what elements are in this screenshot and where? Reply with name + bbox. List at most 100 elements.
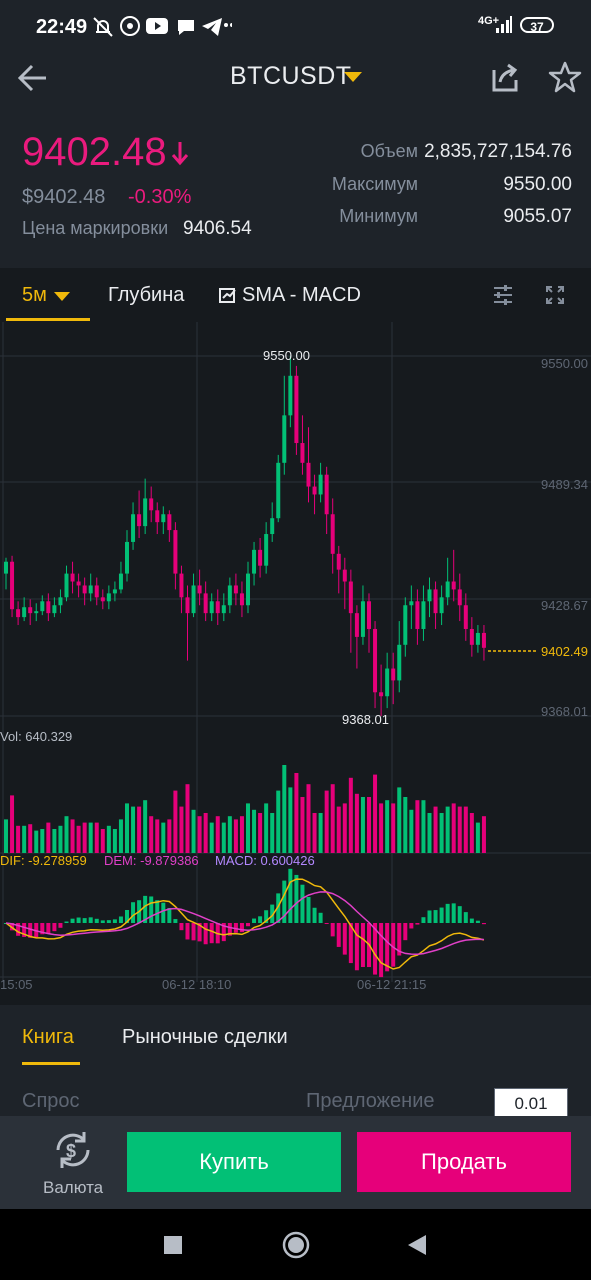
candle-body — [203, 593, 208, 614]
volume-bar — [367, 797, 371, 853]
volume-bar — [22, 825, 27, 853]
high-marker-label: 9550.00 — [263, 348, 310, 363]
back-arrow-icon[interactable] — [14, 60, 54, 96]
macd-bar — [203, 923, 208, 945]
star-icon[interactable] — [548, 60, 582, 94]
high-value: 9550.00 — [503, 174, 572, 195]
candle-body — [457, 589, 462, 606]
volume-bar — [300, 797, 305, 853]
macd-bar — [403, 923, 408, 941]
candle-body — [481, 632, 486, 648]
indicator-icon[interactable] — [219, 286, 237, 304]
candle-body — [34, 611, 39, 614]
macd-bar — [324, 923, 329, 924]
macd-bar — [397, 923, 402, 956]
candle-body — [112, 589, 117, 594]
candle-body — [197, 585, 202, 594]
down-arrow-icon — [171, 142, 189, 166]
recents-icon[interactable] — [164, 1236, 182, 1254]
chart-area[interactable]: 9550.00 9489.34 9428.67 9368.01 9550.00 … — [0, 322, 591, 1005]
low-marker-label: 9368.01 — [342, 712, 389, 727]
tab-order-book[interactable]: Книга — [22, 1026, 74, 1048]
convert-label[interactable]: Валюта — [43, 1178, 104, 1197]
price-chart[interactable]: 9550.00 9489.34 9428.67 9368.01 9550.00 … — [0, 322, 591, 1005]
candle-body — [463, 605, 468, 629]
settings-sliders-icon[interactable] — [492, 284, 514, 306]
currency-convert-icon[interactable]: $ — [48, 1128, 98, 1172]
volume-bar — [348, 777, 353, 853]
dropdown-caret-icon[interactable] — [344, 72, 362, 82]
candle-body — [16, 609, 21, 618]
macd-bar — [409, 923, 414, 929]
interval-caret-icon[interactable] — [54, 292, 70, 301]
price-axis-label: 9368.01 — [541, 704, 588, 719]
macd-bar — [76, 917, 81, 923]
volume-bar — [391, 803, 396, 853]
volume-bar — [70, 819, 75, 853]
volume-bar — [137, 806, 142, 853]
share-icon[interactable] — [490, 62, 522, 94]
volume-bar — [203, 813, 208, 853]
macd-bar — [143, 895, 148, 923]
price-axis-label: 9550.00 — [541, 356, 588, 371]
macd-bar — [112, 919, 117, 923]
candle-body — [385, 668, 390, 697]
symbol-title[interactable]: BTCUSDT — [230, 62, 352, 90]
macd-dif-label: DIF: -9.278959 — [0, 853, 87, 868]
volume-bar — [463, 806, 468, 853]
candle-body — [288, 375, 293, 416]
macd-bar — [360, 923, 365, 968]
candle-body — [475, 632, 480, 645]
candle-body — [379, 692, 384, 697]
macd-bar — [385, 923, 390, 972]
macd-bar — [82, 918, 87, 923]
candle-body — [106, 593, 111, 602]
volume-bar — [221, 822, 226, 853]
volume-bar — [258, 813, 263, 853]
high-label: Максимум — [331, 174, 418, 194]
precision-select[interactable]: 0.01 — [494, 1088, 568, 1118]
candle-body — [149, 498, 154, 511]
macd-bar — [445, 903, 450, 923]
candle-body — [270, 518, 275, 535]
signal-icon — [496, 16, 512, 33]
macd-value-label: MACD: 0.600426 — [215, 853, 315, 868]
candle-body — [451, 581, 456, 590]
macd-bar — [373, 923, 378, 975]
volume-bar — [282, 765, 287, 853]
volume-bar — [64, 816, 69, 853]
candle-body — [330, 514, 335, 554]
buy-button[interactable]: Купить — [127, 1132, 341, 1192]
macd-bar — [64, 921, 69, 923]
macd-bar — [421, 917, 426, 923]
macd-bar — [463, 912, 468, 923]
macd-bar — [100, 920, 105, 923]
tab-indicators[interactable]: SMA - MACD — [242, 284, 361, 306]
volume-bar — [197, 816, 202, 853]
sell-button[interactable]: Продать — [357, 1132, 571, 1192]
fullscreen-icon[interactable] — [545, 285, 565, 305]
macd-bar — [342, 923, 347, 955]
volume-bar — [409, 809, 414, 853]
macd-bar — [118, 916, 123, 923]
home-icon[interactable] — [282, 1231, 310, 1259]
candle-body — [409, 601, 414, 606]
macd-bar — [34, 923, 39, 938]
tab-interval[interactable]: 5м — [22, 284, 47, 306]
candle-body — [403, 605, 408, 645]
volume-bar — [58, 825, 63, 853]
candle-body — [209, 601, 214, 614]
volume-bar — [106, 825, 111, 853]
back-nav-icon[interactable] — [406, 1233, 428, 1257]
tab-depth[interactable]: Глубина — [108, 284, 185, 306]
candle-body — [294, 375, 299, 444]
youtube-icon — [146, 18, 168, 34]
volume-bar — [330, 784, 335, 853]
volume-bar — [264, 803, 269, 853]
volume-bar — [209, 822, 214, 853]
macd-dem-line — [5, 891, 484, 956]
volume-bar — [318, 813, 323, 853]
macd-bar — [52, 923, 57, 932]
candle-body — [10, 561, 15, 610]
tab-market-trades[interactable]: Рыночные сделки — [122, 1026, 288, 1048]
